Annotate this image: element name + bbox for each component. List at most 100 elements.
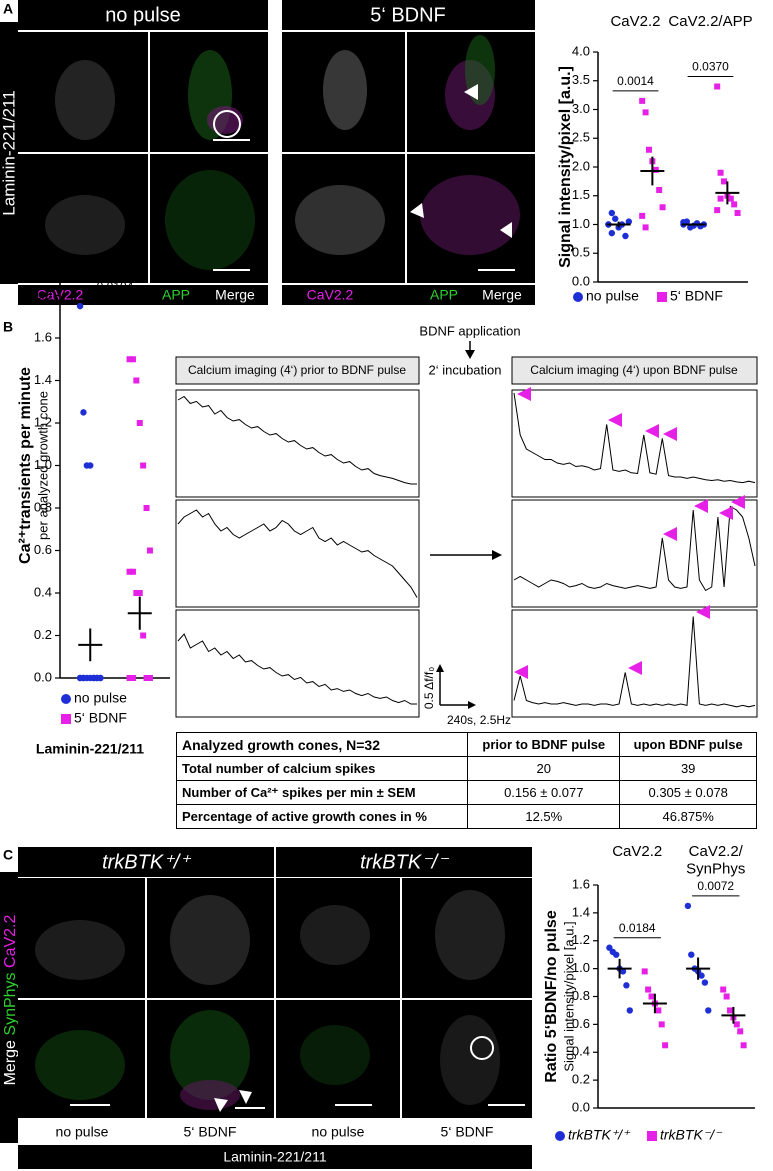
y-axis-title: Signal intensity/pixel [a.u.] [557,66,574,268]
table-row: Percentage of active growth cones in % 12… [175,804,757,829]
legend-label: trkBTK⁻/⁻ [660,1127,723,1143]
p-value: 0.0370 [692,60,729,74]
channel-label: Merge [482,287,522,303]
legend-label: no pulse [586,288,639,304]
data-point [129,675,136,681]
panel-label: B [3,319,13,335]
table-row: Total number of calcium spikes 20 39 [175,756,757,781]
data-point [659,204,666,211]
genotype-label: trkBTK⁻/⁻ [360,851,449,873]
data-point [705,1007,712,1014]
y-tick-label: 4.0 [572,43,590,58]
y-tick-label: 0.0 [572,1099,590,1114]
trace [513,616,756,708]
y-tick-label: 0.6 [34,542,52,557]
data-point [642,224,649,231]
data-point [619,968,627,975]
data-point [727,195,734,202]
data-point [658,1021,665,1028]
y-tick-label: 0.8 [572,988,590,1003]
data-point [76,302,84,310]
scale-arrowhead [468,701,476,709]
data-point [655,1007,662,1014]
y-tick-label: 0.6 [572,1016,590,1031]
data-point [143,675,150,681]
data-point [140,632,147,639]
y-tick-label: 0.2 [572,1072,590,1087]
panel-label: C [3,847,13,863]
data-point [714,83,721,90]
data-point [734,210,741,216]
panel-label: A [3,1,13,17]
category-label: CaV2.2/APP [668,13,752,30]
data-point [720,986,727,993]
scale-label: 240s, 2.5Hz [447,713,511,727]
legend-marker [573,292,583,302]
substrate-bar [18,1145,532,1169]
p-value: 0.0184 [619,921,656,935]
data-point [623,982,630,989]
substrate-label: Laminin-221/211 [0,90,18,215]
y-axis-subtitle: per analyzed growth cone [35,391,50,540]
data-point [701,979,709,986]
image-annotations [70,1036,525,1109]
condition-label: 5‘ BDNF [370,4,446,26]
micrographs [18,32,535,283]
data-point [737,1028,744,1035]
data-point [129,568,136,575]
trace-panel [511,389,758,498]
header-bar [282,0,535,30]
micrograph-texture [45,35,520,270]
trace [177,509,418,598]
data-point [639,97,646,104]
arrowheads [410,84,512,238]
y-tick-label: 1.6 [34,329,52,344]
data-point [126,568,133,575]
trace-header: Calcium imaging (4‘) prior to BDNF pulse [188,363,406,377]
y-tick-label: 1.0 [572,216,590,231]
event-label: BDNF application [419,323,520,338]
table-row: Number of Ca²⁺ spikes per min ± SEM 0.156… [175,780,757,805]
data-point [731,201,738,208]
micrographs [18,878,532,1118]
y-tick-label: 0.2 [34,627,52,642]
header-box [175,356,420,385]
channel-bar [282,285,535,305]
data-point [136,420,143,426]
summary-table: Analyzed growth cones, N=32 prior to BDNF… [175,732,757,829]
category-label: CaV2.2/SynPhys [686,843,745,877]
table-cell: prior to BDNF pulse [467,732,621,757]
data-point [143,505,150,511]
interval-label: 2‘ incubation [429,362,502,377]
data-point [626,1007,633,1014]
condition-label: no pulse [312,1124,365,1140]
y-tick-label: 1.8 [34,287,52,302]
data-point [723,993,730,1000]
side-bar [0,872,18,1143]
data-point [129,356,136,363]
data-point [97,674,104,682]
data-point [648,993,655,1000]
y-tick-label: 1.4 [572,904,590,919]
y-tick-label: 2.0 [572,158,590,173]
data-point [652,166,659,173]
legend-label: trkBTK⁺/⁺ [568,1127,631,1143]
data-point [80,409,87,416]
event-arrowhead [465,350,475,359]
y-tick-label: 1.5 [572,187,590,202]
arrowheads [214,1090,252,1112]
data-point [136,590,143,596]
transition-arrowhead [492,550,502,560]
trace [177,395,417,485]
image-annotations [213,110,515,271]
condition-row [18,1120,532,1143]
data-point [612,215,619,222]
y-tick-label: 2.0 [34,244,52,259]
legend-marker [61,714,71,724]
scale-label: 0.5 Δf/f₀ [422,667,436,709]
genotype-label: trkBTK⁺/⁺ [102,851,191,873]
table-cell: Analyzed growth cones, N=32 [175,732,469,757]
y-tick-label: 1.0 [34,457,52,472]
y-tick-label: 3.0 [572,101,590,116]
